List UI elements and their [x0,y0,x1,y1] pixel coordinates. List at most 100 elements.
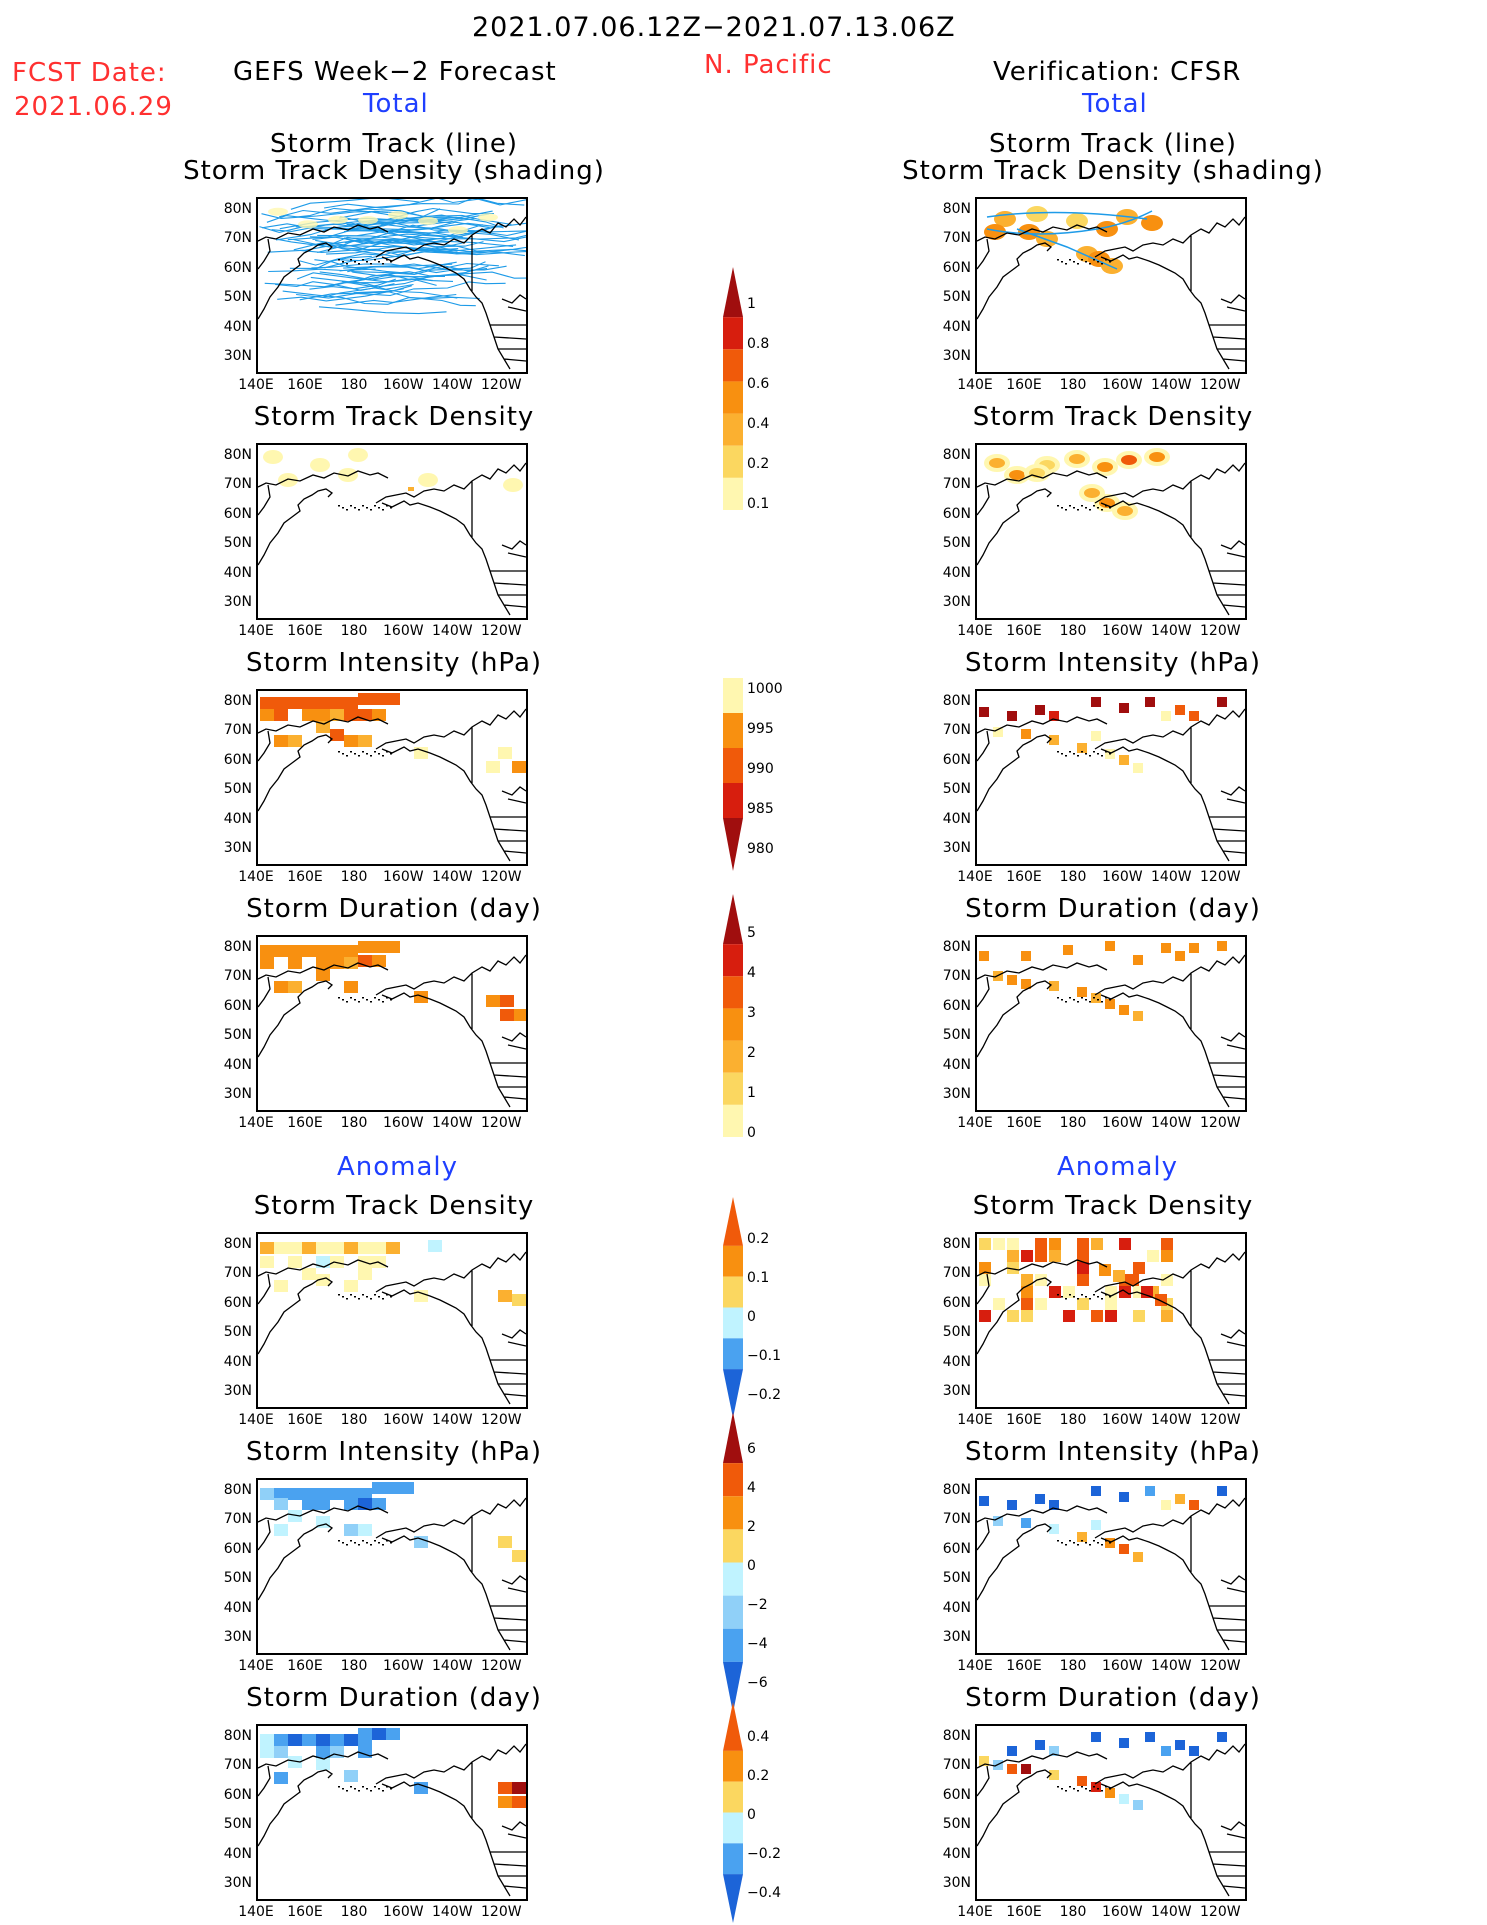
data-cell [330,1488,344,1500]
data-cell [358,941,372,953]
track-line [353,290,476,307]
lon-tick-label: 160W [383,377,424,393]
map-panel [256,935,528,1112]
lat-tick-label: 80N [223,1482,252,1498]
data-cell [1091,1732,1101,1742]
lon-tick-label: 160W [1102,1412,1143,1428]
data-cell [498,1796,512,1808]
track-line [279,208,441,218]
data-cell [358,1488,372,1500]
lat-tick-label: 80N [942,939,971,955]
data-cell [979,1238,991,1250]
panel-title: Storm Track Density [972,1191,1254,1221]
data-cell [372,1482,386,1494]
lat-tick-label: 40N [942,1056,971,1073]
data-cell [1049,1746,1059,1756]
colorbar-label: 1 [747,296,756,312]
lat-tick-label: 30N [942,1383,971,1399]
colorbar [723,267,743,510]
data-cell [1091,1782,1101,1792]
lat-tick-label: 40N [942,318,971,335]
map-panel [975,1478,1247,1655]
panel-title: Storm Duration (day) [246,1683,542,1713]
panel-title: Storm Track Density [253,402,535,432]
panel-title: Storm Track Density (shading) [183,156,605,186]
density-blob [989,458,1005,468]
map-panel [975,1724,1247,1901]
data-cell [979,1496,989,1506]
lat-tick-label: 30N [942,348,971,364]
lat-tick-label: 60N [942,1786,971,1803]
colorbar-label: 990 [747,761,774,777]
lat-tick-label: 40N [942,1845,971,1862]
panel-title: Storm Intensity (hPa) [245,648,543,678]
track-line [986,211,1148,220]
density-blob [1069,454,1085,464]
data-cell [316,969,330,981]
lat-tick-label: 60N [223,1294,252,1311]
lat-tick-label: 60N [223,1540,252,1557]
data-cell [1161,943,1171,953]
data-cell [1147,1250,1159,1262]
data-cell [316,709,330,721]
lat-tick-label: 50N [942,1027,971,1044]
data-cell [979,707,989,717]
data-cell [316,721,330,733]
lon-tick-label: 120W [481,377,522,393]
data-cell [414,747,428,759]
data-cell [1077,987,1087,997]
colorbar-label: 0.2 [747,1768,770,1784]
data-cell [344,709,358,721]
data-cell [372,1728,386,1740]
track-line [319,271,446,281]
lat-tick-label: 70N [942,1757,971,1774]
data-cell [330,709,344,721]
data-cell [316,1242,330,1254]
data-cell [1091,1238,1103,1250]
lon-tick-label: 140E [238,623,274,639]
lat-tick-label: 80N [223,939,252,955]
data-cell [1049,1770,1059,1780]
data-cell [330,1734,344,1746]
period-title: 2021.07.06.12Z−2021.07.13.06Z [472,12,956,43]
data-cell [302,1268,316,1280]
colorbar-label: 2 [747,1519,756,1535]
data-cell [1077,743,1087,753]
data-cell [1077,1532,1087,1542]
lon-tick-label: 160E [287,1115,323,1131]
colorbar-label: 6 [747,1441,756,1457]
track-line [318,306,447,315]
data-cell [1021,979,1031,989]
data-cell [316,1274,330,1286]
lon-tick-label: 120W [1200,377,1241,393]
data-cell [302,1734,316,1746]
data-cell [260,697,274,709]
panel-title: Storm Track Density [972,402,1254,432]
data-cell [274,1524,288,1536]
panel-title: Storm Track Density (shading) [902,156,1324,186]
data-cell [414,1536,428,1548]
data-cell [1175,1494,1185,1504]
track-line [293,238,525,257]
data-cell [386,941,400,953]
colorbar-label: 3 [747,1005,756,1021]
data-cell [386,1482,400,1494]
lon-tick-label: 140W [1151,1412,1192,1428]
data-cell [1021,1518,1031,1528]
lat-tick-label: 60N [223,997,252,1014]
lon-tick-label: 160E [1006,1412,1042,1428]
data-cell [1119,1738,1129,1748]
left-total-label: Total [363,89,429,119]
density-blob [1026,206,1048,222]
lon-tick-label: 180 [340,623,368,639]
lon-tick-label: 120W [481,1904,522,1920]
data-cell [316,1256,330,1268]
data-cell [1091,697,1101,707]
lat-tick-label: 70N [942,476,971,493]
data-cell [1049,1238,1061,1250]
lat-tick-label: 50N [223,1816,252,1833]
lat-tick-label: 60N [942,751,971,768]
lon-tick-label: 140W [1151,869,1192,885]
right-anomaly-label: Anomaly [1057,1152,1179,1182]
lat-tick-label: 30N [223,840,252,856]
